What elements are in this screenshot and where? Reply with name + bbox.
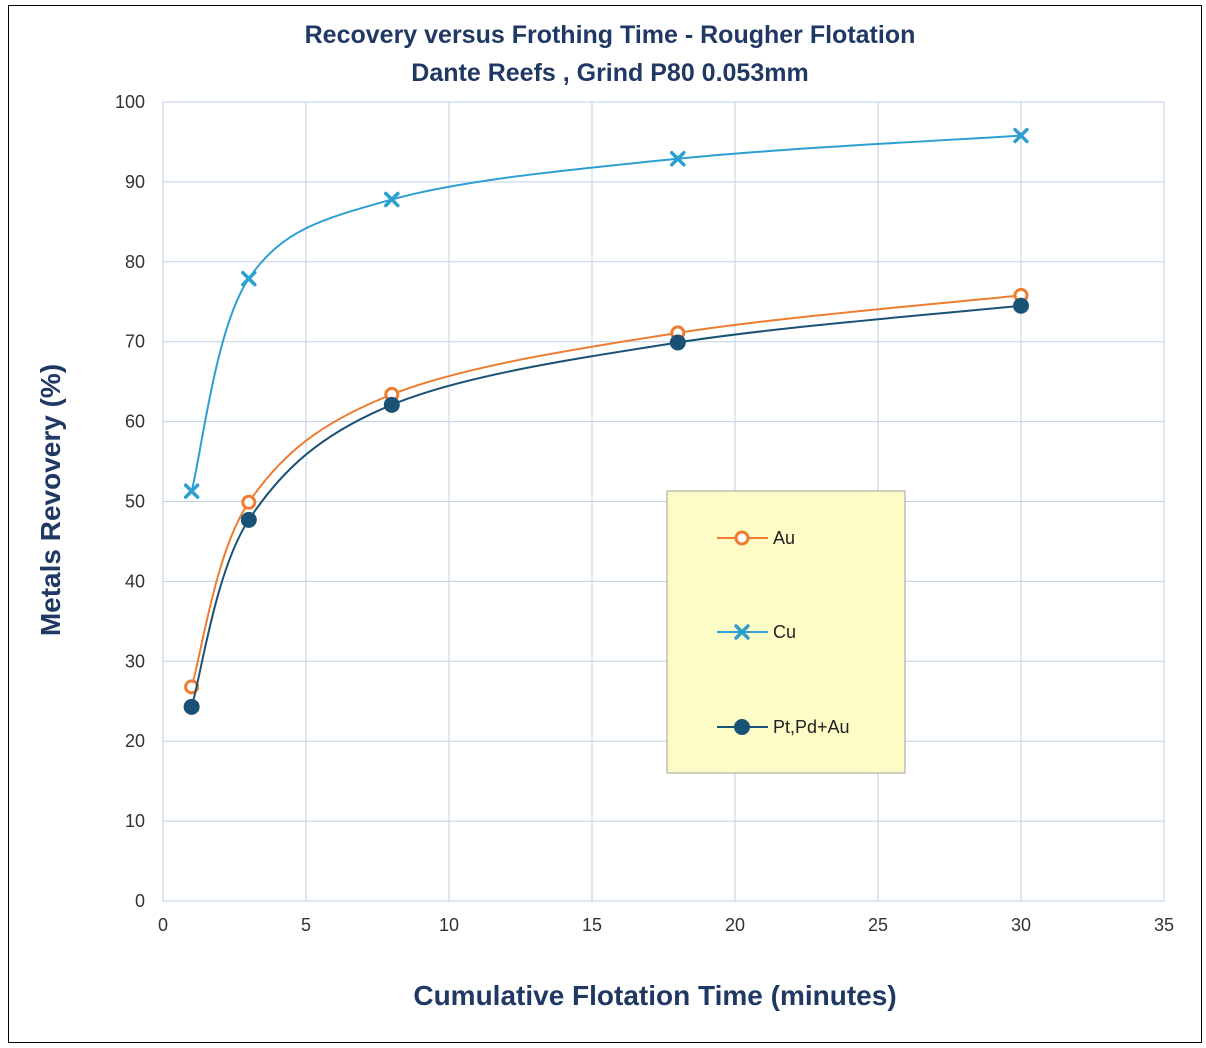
x-tick-label: 30 [1011, 915, 1031, 935]
data-point-cu [1013, 127, 1029, 144]
x-axis-title: Cumulative Flotation Time (minutes) [413, 980, 896, 1011]
series-line-au [190, 294, 1022, 688]
data-point-pt-pd-au [1013, 297, 1029, 314]
legend-marker-cu [734, 624, 750, 640]
y-tick-label: 70 [125, 332, 145, 352]
data-point-pt-pd-au [669, 334, 686, 351]
legend: Au Cu Pt,Pd+Au [666, 490, 906, 774]
data-point-pt-pd-au [240, 511, 257, 528]
data-point-pt-pd-au [183, 698, 200, 715]
legend-label: Pt,Pd+Au [773, 717, 850, 737]
x-tick-label: 10 [439, 915, 459, 935]
y-tick-label: 30 [125, 651, 145, 671]
data-point-au [184, 679, 200, 695]
plot-area-border [162, 101, 1165, 902]
y-tick-label: 10 [125, 811, 145, 831]
series-line-pt-pd-au [190, 304, 1022, 708]
x-tick-label: 20 [725, 915, 745, 935]
y-tick-label: 90 [125, 172, 145, 192]
data-point-cu [384, 191, 400, 208]
series-pt-pd-au [183, 297, 1029, 715]
legend-label: Cu [773, 622, 796, 642]
x-tick-label: 15 [582, 915, 602, 935]
legend-marker-pt-pd-au [734, 719, 750, 735]
y-tick-label: 20 [125, 731, 145, 751]
data-point-cu [183, 483, 200, 499]
data-point-au [241, 494, 257, 510]
y-tick-label: 0 [135, 891, 145, 911]
gridlines [162, 101, 1165, 902]
data-point-pt-pd-au [383, 396, 400, 413]
legend-box [666, 490, 906, 774]
x-tick-label: 5 [301, 915, 311, 935]
y-tick-label: 80 [125, 252, 145, 272]
chart-frame [8, 5, 1202, 1043]
axis-ticks: 0 10 20 30 40 50 60 70 80 90 100 0 5 10 15 20 25 30 35 [115, 92, 1174, 935]
series-line-cu [190, 134, 1022, 492]
legend-item-cu: Cu [717, 622, 796, 642]
chart-title: Recovery versus Frothing Time - Rougher … [305, 21, 916, 49]
series-cu [183, 127, 1029, 499]
chart-subtitle: Dante Reefs , Grind P80 0.053mm [411, 59, 808, 87]
legend-label: Au [773, 528, 795, 548]
legend-item-au: Au [717, 528, 795, 548]
y-tick-label: 60 [125, 412, 145, 432]
y-tick-label: 100 [115, 92, 145, 112]
y-tick-label: 40 [125, 571, 145, 591]
data-point-cu [241, 270, 257, 287]
y-tick-label: 50 [125, 492, 145, 512]
legend-marker-au [734, 530, 750, 546]
x-tick-label: 25 [868, 915, 888, 935]
x-tick-label: 35 [1154, 915, 1174, 935]
legend-item-pt-pd-au: Pt,Pd+Au [717, 717, 850, 737]
series-layer [183, 127, 1029, 715]
data-point-cu [670, 150, 686, 167]
x-tick-label: 0 [158, 915, 168, 935]
y-axis-title: Metals Revovery (%) [35, 364, 66, 636]
